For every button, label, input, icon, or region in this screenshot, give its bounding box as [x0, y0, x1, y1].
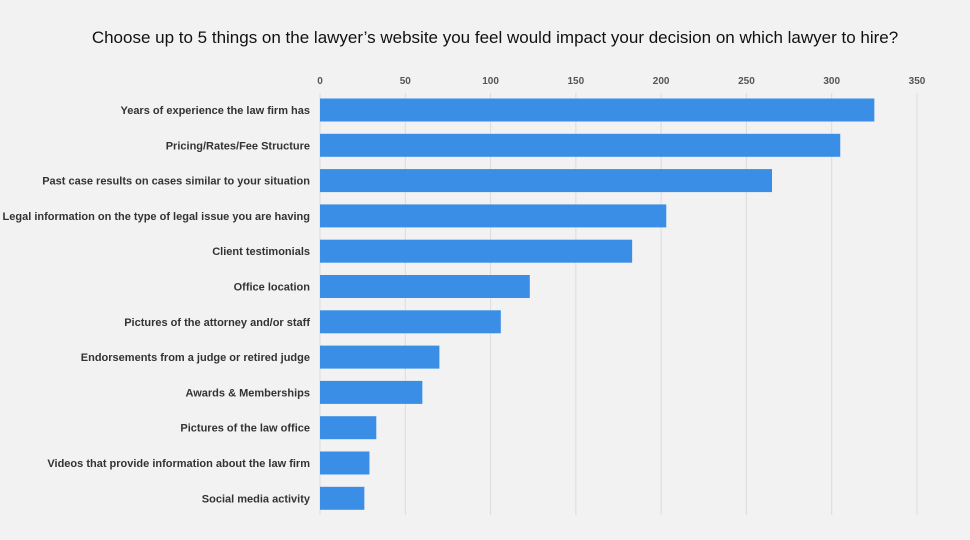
x-axis-ticks: 0 50 100 150 200 250 300 350: [317, 76, 926, 87]
x-tick-label: 300: [823, 76, 840, 87]
x-tick-label: 0: [317, 76, 323, 87]
category-label: Past case results on cases similar to yo…: [42, 176, 310, 188]
category-label: Pictures of the law office: [180, 423, 310, 435]
bar: [320, 380, 423, 404]
x-tick-label: 50: [400, 76, 412, 87]
category-label: Client testimonials: [212, 246, 310, 258]
bar: [320, 133, 841, 157]
category-labels: Years of experience the law firm has Pric…: [3, 105, 311, 505]
x-tick-label: 200: [653, 76, 670, 87]
category-label: Office location: [234, 282, 311, 294]
bar: [320, 310, 501, 334]
x-tick-label: 250: [738, 76, 755, 87]
bar: [320, 275, 530, 298]
category-label: Videos that provide information about th…: [47, 458, 310, 470]
category-label: Social media activity: [202, 493, 311, 505]
bar: [320, 345, 440, 369]
category-label: Endorsements from a judge or retired jud…: [81, 352, 310, 364]
category-label: Pictures of the attorney and/or staff: [124, 317, 310, 329]
x-tick-label: 350: [909, 76, 926, 87]
bar: [320, 98, 875, 122]
category-label: Years of experience the law firm has: [120, 105, 310, 117]
category-label: Pricing/Rates/Fee Structure: [166, 140, 310, 152]
bar: [320, 239, 633, 263]
chart-title: Choose up to 5 things on the lawyer’s we…: [91, 28, 899, 47]
grid-lines: [319, 93, 918, 515]
x-tick-label: 150: [568, 76, 585, 87]
bar: [320, 451, 370, 475]
x-tick-label: 100: [482, 76, 499, 87]
bar: [320, 204, 667, 228]
bars: [320, 98, 875, 510]
bar: [320, 486, 365, 510]
bar: [320, 169, 773, 193]
bar: [320, 416, 377, 440]
category-label: Awards & Memberships: [185, 387, 310, 399]
category-label: Legal information on the type of legal i…: [3, 211, 310, 223]
